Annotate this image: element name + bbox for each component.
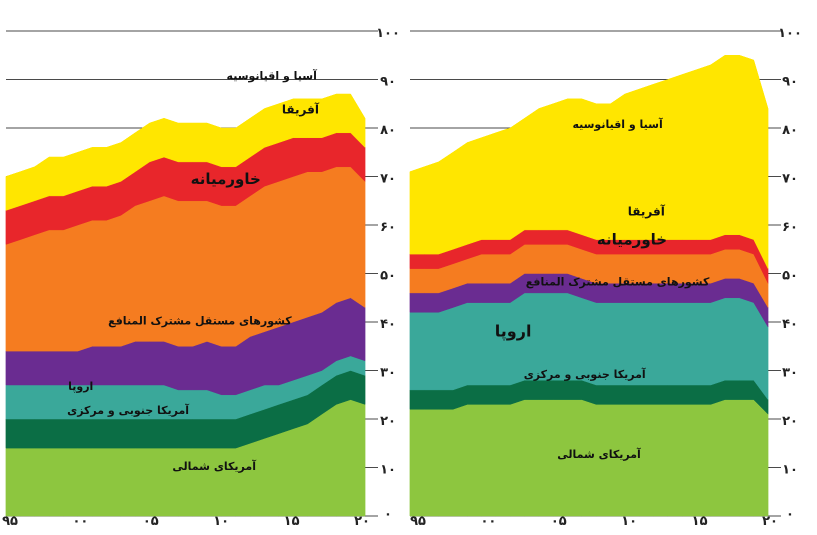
area-label: خاورمیانه (191, 170, 261, 188)
y-tick-label: ۹۰ (380, 75, 396, 90)
y-tick-label: ۴۰ (782, 317, 798, 332)
y-tick-label: ۵۰ (380, 269, 396, 284)
y-tick-label: ۲۰ (782, 414, 798, 429)
area-label: آسیا و اقیانوسیه (572, 117, 663, 131)
x-tick-label: ۲۰ (762, 514, 778, 529)
x-tick-label: ۹۵ (410, 514, 426, 529)
x-tick-label: ۲۰ (354, 514, 370, 529)
y-tick-label: ۶۰ (782, 220, 798, 235)
x-tick-label: ۰۵ (143, 514, 159, 529)
area-label: خاورمیانه (597, 230, 667, 248)
x-tick-label: ۹۵ (2, 514, 18, 529)
area-label: آفریقا (628, 203, 666, 218)
y-tick-label: ۸۰ (380, 123, 396, 138)
y-tick-label: ۱۰ (782, 463, 798, 478)
y-tick-labels: ۰ ۱۰ ۲۰ ۳۰ ۴۰ ۵۰ ۶۰ ۷۰ ۸۰ ۹۰ ۱۰۰ (376, 26, 400, 522)
y-tick-label: ۱۰۰ (778, 26, 802, 41)
chart-panel-1: ۰ ۱۰ ۲۰ ۳۰ ۴۰ ۵۰ ۶۰ ۷۰ ۸۰ ۹۰ ۱۰۰ ۹۵ ۰۰ ۰۵ ۱۰ ۱۵ ۲۰ آسیا و… (2, 26, 400, 529)
y-tick-label: ۱۰ (380, 463, 396, 478)
x-tick-label: ۰۰ (72, 514, 88, 529)
x-tick-label: ۱۵ (284, 514, 300, 529)
x-tick-label: ۱۰ (621, 514, 637, 529)
area-label: آمریکای شمالی (557, 447, 641, 461)
area-label: اروپا (495, 322, 532, 342)
y-tick-labels: ۰ ۱۰ ۲۰ ۳۰ ۴۰ ۵۰ ۶۰ ۷۰ ۸۰ ۹۰ ۱۰۰ (778, 26, 802, 522)
x-tick-label: ۱۵ (692, 514, 708, 529)
y-tick-label: ۹۰ (782, 75, 798, 90)
y-tick-label: ۴۰ (380, 317, 396, 332)
y-tick-label: ۷۰ (782, 172, 798, 187)
y-tick-label: ۳۰ (380, 366, 396, 381)
areas-overlay (409, 55, 769, 517)
area-label: کشورهای مستقل مشترک المنافع (108, 314, 292, 327)
y-tick-label: ۵۰ (782, 269, 798, 284)
area-labels: آسیا و اقیانوسیه آفریقا خاورمیانه کشورهای م… (67, 69, 320, 473)
x-tick-label: ۰۵ (551, 514, 567, 529)
x-tick-labels: ۹۵ ۰۰ ۰۵ ۱۰ ۱۵ ۲۰ (2, 514, 370, 529)
y-tick-label: ۷۰ (380, 172, 396, 187)
y-tick-label: ۸۰ (782, 123, 798, 138)
x-tick-label: ۱۰ (213, 514, 229, 529)
area-label: آمریکای شمالی (172, 459, 256, 473)
y-tick-label: ۰ (384, 507, 392, 522)
x-tick-label: ۰۰ (480, 514, 496, 529)
y-tick-label: ۶۰ (380, 220, 396, 235)
y-tick-label: ۱۰۰ (376, 26, 400, 41)
area-label: آسیا و اقیانوسیه (227, 69, 318, 83)
area-label: آفریقا (282, 102, 320, 117)
area-label: آمریکا جنوبی و مرکزی (524, 367, 646, 381)
area-labels: آسیا و اقیانوسیه آفریقا خاورمیانه کشورهای م… (495, 117, 710, 461)
area-label: آمریکا جنوبی و مرکزی (67, 403, 189, 417)
area-label: اروپا (68, 380, 93, 393)
area-series-7 (5, 93, 366, 211)
area-series-7 (409, 55, 769, 269)
area-label: کشورهای مستقل مشترک المنافع (526, 276, 710, 289)
y-tick-label: ۰ (786, 507, 794, 522)
x-tick-labels: ۹۵ ۰۰ ۰۵ ۱۰ ۱۵ ۲۰ (410, 514, 778, 529)
chart-panel-2: ۰ ۱۰ ۲۰ ۳۰ ۴۰ ۵۰ ۶۰ ۷۰ ۸۰ ۹۰ ۱۰۰ ۹۵ ۰۰ ۰۵ ۱۰ ۱۵ ۲۰ آسیا و… (409, 26, 802, 529)
areas-overlay (5, 93, 366, 517)
y-tick-label: ۲۰ (380, 414, 396, 429)
y-tick-label: ۳۰ (782, 366, 798, 381)
